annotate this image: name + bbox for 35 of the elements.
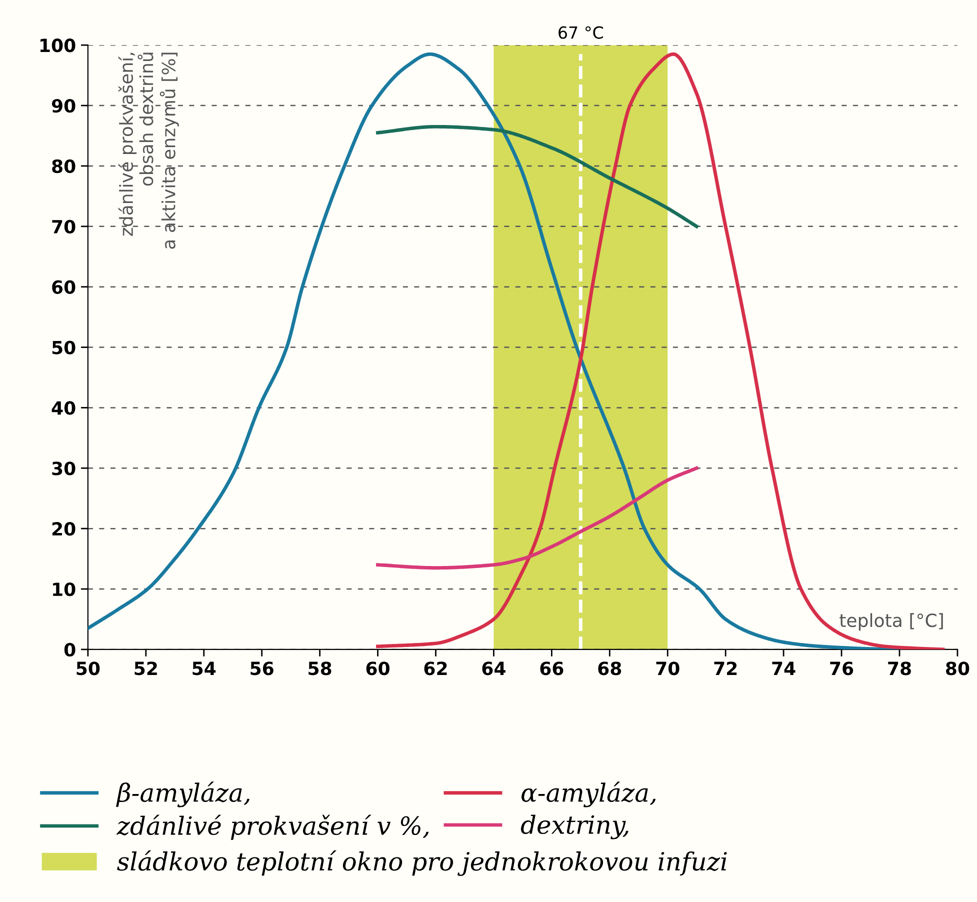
x-axis-title: teplota [°C] (840, 613, 943, 631)
legend-label: α-amyláza, (522, 782, 656, 808)
x-tick-label: 52 (134, 662, 157, 676)
y-tick-label: 60 (52, 280, 76, 294)
y-tick-label: 0 (64, 642, 76, 657)
y-tick-label: 90 (52, 98, 76, 113)
y-tick-label: 50 (52, 340, 76, 354)
x-tick-label: 62 (424, 662, 447, 676)
y-tick-label: 20 (52, 522, 76, 536)
x-tick-label: 68 (598, 662, 622, 676)
x-tick-label: 58 (308, 662, 332, 676)
y-tick-label: 40 (52, 401, 76, 415)
legend-label: zdánlivé prokvašení v %, (116, 814, 429, 840)
legend-label: dextriny, (520, 814, 628, 840)
y-tick-label: 10 (53, 582, 76, 596)
x-tick-label: 78 (888, 662, 911, 676)
y-tick-label: 70 (52, 220, 76, 234)
y-tick-label: 100 (40, 38, 76, 52)
x-tick-label: 60 (366, 662, 390, 676)
x-tick-label: 80 (946, 662, 970, 676)
ref-line-label: 67 °C (558, 26, 603, 39)
y-tick-label: 80 (52, 159, 76, 174)
x-tick-label: 76 (830, 662, 854, 676)
x-tick-label: 56 (250, 662, 274, 676)
x-tick-label: 74 (772, 662, 796, 675)
x-tick-label: 54 (192, 662, 216, 676)
legend-label: sládkovo teplotní okno pro jednokrokovou infuzi (117, 850, 727, 876)
y-tick-label: 30 (52, 462, 76, 476)
y-axis-title: zdánlivé prokvašení, obsah dextrinů a aktivita enzymů [%] (118, 52, 179, 249)
x-tick-label: 72 (714, 662, 737, 675)
x-tick-label: 64 (482, 662, 506, 676)
x-tick-label: 66 (540, 662, 564, 676)
x-tick-label: 50 (76, 662, 100, 676)
legend-label: β-amyláza, (116, 782, 250, 808)
x-tick-label: 70 (656, 662, 680, 676)
